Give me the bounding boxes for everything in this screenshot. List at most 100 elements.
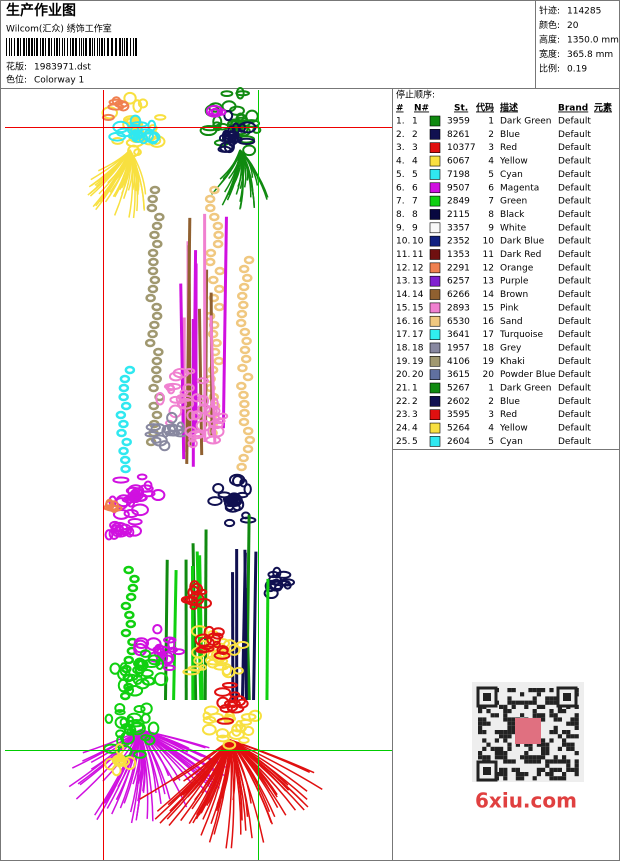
table-cell: 22. [396, 397, 410, 407]
qr-module [562, 738, 566, 742]
table-cell: 7 [488, 197, 494, 207]
color-swatch [430, 383, 440, 393]
qr-module [570, 722, 574, 726]
color-swatch [430, 316, 440, 326]
qr-module [503, 768, 507, 772]
qr-module [554, 759, 558, 763]
qr-module [537, 705, 541, 709]
stitch-stalk [245, 550, 246, 700]
bar-stripe [81, 38, 82, 56]
qr-module [533, 776, 537, 780]
table-cell: 2291 [447, 263, 470, 273]
qr-module [516, 768, 520, 772]
qr-module [549, 709, 553, 713]
table-cell: 18 [483, 343, 495, 353]
design-label: 花版: [6, 61, 27, 73]
color-swatch [430, 116, 440, 126]
table-cell: Cyan [500, 170, 523, 180]
table-cell: 17 [483, 330, 494, 340]
bar-stripe [20, 38, 21, 56]
color-swatch [430, 423, 440, 433]
table-cell: Purple [500, 277, 529, 287]
qr-module [495, 747, 499, 751]
table-cell: 17 [412, 330, 423, 340]
qr-module [507, 717, 511, 721]
qr-module [524, 755, 528, 759]
qr-module [545, 747, 549, 751]
qr-module [520, 692, 524, 696]
bar-stripe [130, 38, 131, 56]
qr-module [533, 701, 537, 705]
table-cell: 10377 [447, 143, 476, 153]
column-header: 描述 [500, 102, 518, 114]
table-cell: 3357 [447, 223, 470, 233]
qr-module [499, 772, 503, 776]
table-cell: 14. [396, 290, 410, 300]
bar-stripe [111, 38, 113, 56]
table-cell: 7 [412, 197, 418, 207]
table-cell: 6257 [447, 277, 470, 287]
qr-module [528, 759, 532, 763]
table-cell: Dark Green [500, 384, 551, 394]
bar-stripe [119, 38, 121, 56]
qr-module [516, 701, 520, 705]
qr-module [562, 709, 566, 713]
qr-module [554, 776, 558, 780]
bar-stripe [104, 38, 105, 56]
qr-module [507, 743, 511, 747]
qr-module [528, 755, 532, 759]
qr-module [541, 747, 545, 751]
table-cell: 20 [483, 370, 495, 380]
qr-module [541, 751, 545, 755]
bar-stripe [56, 38, 58, 56]
bar-stripe [97, 38, 98, 56]
table-cell: 3 [412, 143, 418, 153]
qr-module [495, 751, 499, 755]
qr-module [482, 738, 486, 742]
bar-stripe [23, 38, 25, 56]
qr-module [499, 751, 503, 755]
table-cell: Pink [500, 303, 519, 313]
table-cell: 8. [396, 210, 405, 220]
table-cell: Default [558, 183, 591, 193]
table-cell: 8 [488, 210, 494, 220]
color-swatch [430, 396, 440, 406]
table-cell: 2 [488, 397, 494, 407]
bar-stripe [26, 38, 27, 56]
bar-stripe [9, 38, 10, 56]
qr-module [495, 713, 499, 717]
table-cell: Default [558, 157, 591, 167]
qr-module [524, 751, 528, 755]
qr-module [558, 747, 562, 751]
table-cell: 13 [483, 277, 494, 287]
table-cell: 18. [396, 343, 410, 353]
qr-module [512, 705, 516, 709]
column-header: # [396, 104, 404, 114]
table-cell: 3959 [447, 117, 470, 127]
table-cell: Orange [500, 263, 534, 273]
bar-stripe [17, 38, 19, 56]
table-cell: 2 [412, 397, 418, 407]
qr-module [541, 713, 545, 717]
bar-stripe [89, 38, 91, 56]
qr-module [478, 717, 482, 721]
qr-module [533, 696, 537, 700]
bar-stripe [107, 38, 109, 56]
qr-module [482, 730, 486, 734]
bar-stripe [133, 38, 134, 56]
table-cell: 1957 [447, 343, 470, 353]
qr-module [503, 709, 507, 713]
qr-module [554, 755, 558, 759]
qr-module [549, 768, 553, 772]
qr-module [554, 717, 558, 721]
table-cell: 16 [412, 317, 424, 327]
qr-module [558, 759, 562, 763]
qr-module [520, 772, 524, 776]
qr-module [541, 688, 545, 692]
qr-module [482, 755, 486, 759]
qr-module [486, 755, 490, 759]
table-cell: 1 [488, 117, 494, 127]
qr-module [575, 713, 579, 717]
qr-module [491, 747, 495, 751]
